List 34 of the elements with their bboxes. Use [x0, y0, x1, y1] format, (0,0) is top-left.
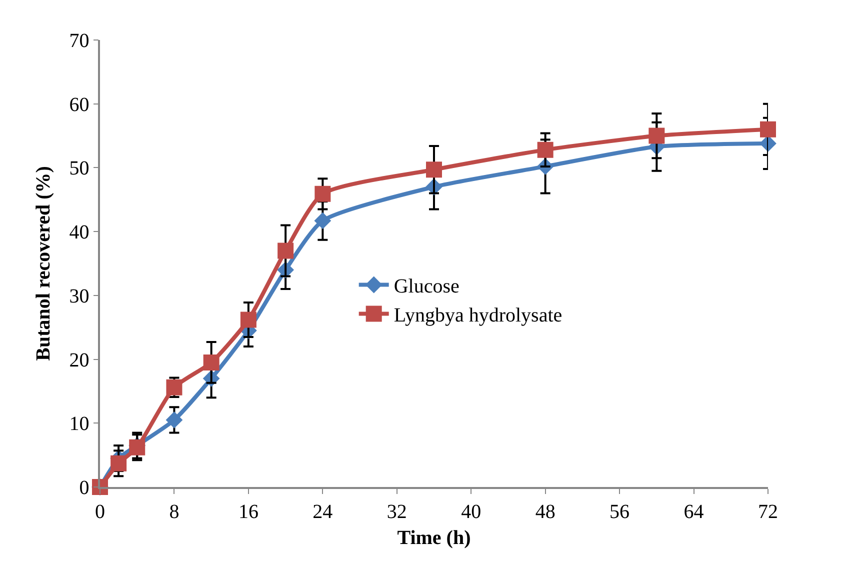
- y-tick-label: 50: [69, 158, 90, 180]
- point: [760, 121, 776, 138]
- point: [166, 379, 182, 396]
- point: [166, 412, 183, 428]
- point: [203, 354, 220, 370]
- x-tick-label: 8: [169, 500, 180, 523]
- x-tick-label: 16: [238, 500, 258, 523]
- x-tick-label: 56: [610, 500, 630, 523]
- y-tick-label: 20: [69, 349, 90, 372]
- point: [314, 186, 331, 202]
- y-axis-title: Butanol recovered (%): [32, 166, 54, 361]
- x-tick-label: 0: [95, 500, 105, 523]
- x-tick-label: 24: [312, 500, 333, 523]
- x-tick-label: 32: [386, 500, 407, 523]
- y-tick-label: 60: [69, 94, 90, 116]
- x-tick-label: 72: [758, 500, 778, 523]
- x-tick-label: 48: [535, 500, 556, 523]
- y-tick-label: 70: [69, 30, 90, 52]
- x-axis-title: Time (h): [397, 526, 471, 549]
- legend-label: Lyngbya hydrolysate: [394, 304, 562, 327]
- x-tick-label: 64: [684, 500, 704, 523]
- x-tick-label: 40: [461, 500, 482, 523]
- y-tick-label: 40: [69, 222, 90, 244]
- point: [537, 142, 554, 158]
- point: [648, 128, 665, 144]
- legend-label: Glucose: [394, 276, 460, 298]
- point: [278, 242, 294, 259]
- point: [110, 455, 127, 472]
- y-tick-label: 30: [69, 285, 90, 308]
- y-tick-label: 0: [79, 477, 90, 499]
- point: [240, 312, 256, 328]
- y-tick-label: 10: [69, 413, 90, 436]
- point: [426, 162, 442, 178]
- point: [314, 212, 332, 230]
